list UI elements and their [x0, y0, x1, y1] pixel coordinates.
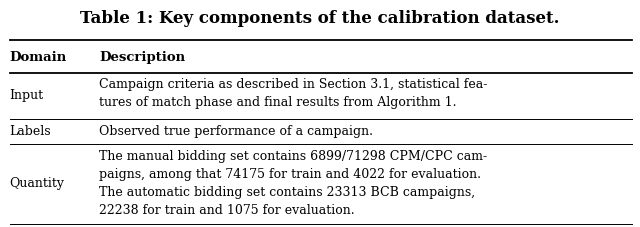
- Text: paigns, among that 74175 for train and 4022 for evaluation.: paigns, among that 74175 for train and 4…: [99, 168, 481, 181]
- Text: Description: Description: [99, 51, 186, 64]
- Text: Domain: Domain: [10, 51, 67, 64]
- Text: Observed true performance of a campaign.: Observed true performance of a campaign.: [99, 125, 373, 138]
- Text: 22238 for train and 1075 for evaluation.: 22238 for train and 1075 for evaluation.: [99, 204, 355, 217]
- Text: Labels: Labels: [10, 125, 51, 138]
- Text: Input: Input: [10, 89, 44, 102]
- Text: Campaign criteria as described in Section 3.1, statistical fea-: Campaign criteria as described in Sectio…: [99, 78, 488, 91]
- Text: Quantity: Quantity: [10, 177, 65, 190]
- Text: The automatic bidding set contains 23313 BCB campaigns,: The automatic bidding set contains 23313…: [99, 186, 476, 199]
- Text: tures of match phase and final results from Algorithm 1.: tures of match phase and final results f…: [99, 96, 457, 109]
- Text: The manual bidding set contains 6899/71298 CPM/CPC cam-: The manual bidding set contains 6899/712…: [99, 150, 487, 163]
- Text: Table 1: Key components of the calibration dataset.: Table 1: Key components of the calibrati…: [80, 10, 560, 27]
